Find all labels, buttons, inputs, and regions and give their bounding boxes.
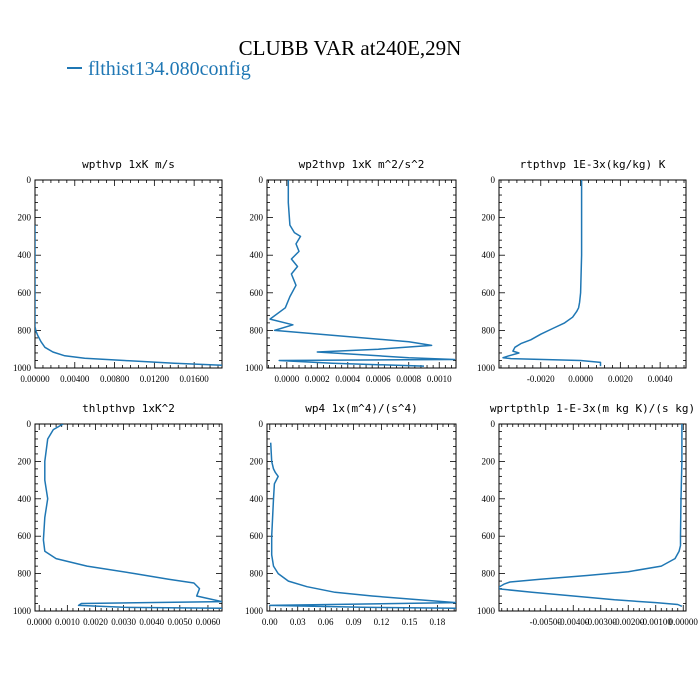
panel-6-series-line [499,424,683,607]
x-tick-label: 0.00800 [100,374,130,384]
y-tick-label: 400 [18,250,32,260]
legend-label: flthist134.080config [88,58,251,80]
y-tick-label: 800 [250,569,264,579]
x-tick-label: 0.01600 [180,374,210,384]
y-tick-label: 0 [27,419,32,429]
y-tick-label: 1000 [477,363,496,373]
y-tick-label: 200 [482,456,496,466]
x-tick-label: 0.09 [346,617,362,627]
legend-line-swatch [67,67,82,70]
y-tick-label: 400 [250,494,264,504]
x-tick-label: 0.06 [318,617,334,627]
x-tick-label: -0.00300 [585,617,618,627]
y-tick-label: 600 [482,531,496,541]
x-tick-label: 0.0000 [274,374,299,384]
y-tick-label: 1000 [245,606,264,616]
x-tick-label: 0.01200 [140,374,170,384]
x-tick-label: 0.0000 [568,374,593,384]
y-tick-label: 800 [482,325,496,335]
y-tick-label: 0 [491,419,496,429]
y-tick-label: 0 [27,175,32,185]
y-tick-label: 800 [18,569,32,579]
y-tick-label: 1000 [477,606,496,616]
x-tick-label: 0.0010 [427,374,452,384]
x-tick-label: 0.0002 [305,374,330,384]
panel-1-series-line [35,225,222,366]
y-tick-label: 1000 [13,363,32,373]
x-tick-label: -0.00500 [530,617,563,627]
x-tick-label: 0.0006 [366,374,391,384]
x-tick-label: -0.00400 [557,617,590,627]
panel-1-frame [34,179,223,369]
legend: flthist134.080config [67,58,251,81]
x-tick-label: 0.0050 [167,617,192,627]
y-tick-label: 600 [482,288,496,298]
y-tick-label: 400 [482,250,496,260]
panel-5-frame [266,423,457,612]
y-tick-label: 800 [18,325,32,335]
panel-4-series-line [42,424,222,609]
x-tick-label: 0.0010 [55,617,80,627]
y-tick-label: 0 [259,419,264,429]
y-tick-label: 0 [491,175,496,185]
panel-5-series-line [269,442,456,609]
x-tick-label: 0.15 [402,617,418,627]
panel-1-title: wpthvp 1xK m/s [82,158,175,171]
x-tick-label: 0.0020 [608,374,633,384]
y-tick-label: 1000 [245,363,264,373]
panel-6-frame [498,423,687,612]
y-tick-label: 400 [18,494,32,504]
y-tick-label: 200 [18,456,32,466]
panel-3-series-line [502,180,602,367]
y-tick-label: 200 [250,456,264,466]
y-tick-label: 600 [18,288,32,298]
x-tick-label: 0.0040 [139,617,164,627]
x-tick-label: -0.00100 [640,617,673,627]
panel-2-series-line [269,180,456,367]
x-tick-label: 0.0008 [396,374,421,384]
y-tick-label: 400 [250,250,264,260]
panel-5-title: wp4 1x(m^4)/(s^4) [305,402,418,415]
x-tick-label: 0.03 [290,617,306,627]
y-tick-label: 200 [482,213,496,223]
x-tick-label: 0.00000 [20,374,50,384]
y-tick-label: 600 [250,531,264,541]
panel-2-frame [266,179,457,369]
y-tick-label: 800 [250,325,264,335]
x-tick-label: 0.0040 [648,374,673,384]
y-tick-label: 200 [250,213,264,223]
y-tick-label: 600 [18,531,32,541]
y-tick-label: 200 [18,213,32,223]
x-tick-label: -0.0020 [527,374,555,384]
y-tick-label: 400 [482,494,496,504]
panel-4-frame [34,423,223,612]
x-tick-label: 0.0020 [83,617,108,627]
x-tick-label: 0.0004 [335,374,360,384]
x-tick-label: 0.0060 [196,617,221,627]
y-tick-label: 1000 [13,606,32,616]
x-tick-label: 0.00000 [669,617,699,627]
x-tick-label: 0.00 [262,617,278,627]
panel-3-title: rtpthvp 1E-3x(kg/kg) K [520,158,666,171]
panel-6-title: wprtpthlp 1-E-3x(m kg K)/(s kg) [490,402,695,415]
x-tick-label: -0.00200 [612,617,645,627]
x-tick-label: 0.00400 [60,374,90,384]
x-tick-label: 0.12 [374,617,390,627]
panel-4-title: thlpthvp 1xK^2 [82,402,175,415]
x-tick-label: 0.0030 [111,617,136,627]
x-tick-label: 0.18 [430,617,446,627]
x-tick-label: 0.0000 [27,617,52,627]
y-tick-label: 800 [482,569,496,579]
figure-title: CLUBB VAR at240E,29N [238,36,462,60]
y-tick-label: 0 [259,175,264,185]
y-tick-label: 600 [250,288,264,298]
panel-2-title: wp2thvp 1xK m^2/s^2 [299,158,425,171]
panel-3-frame [498,179,687,369]
